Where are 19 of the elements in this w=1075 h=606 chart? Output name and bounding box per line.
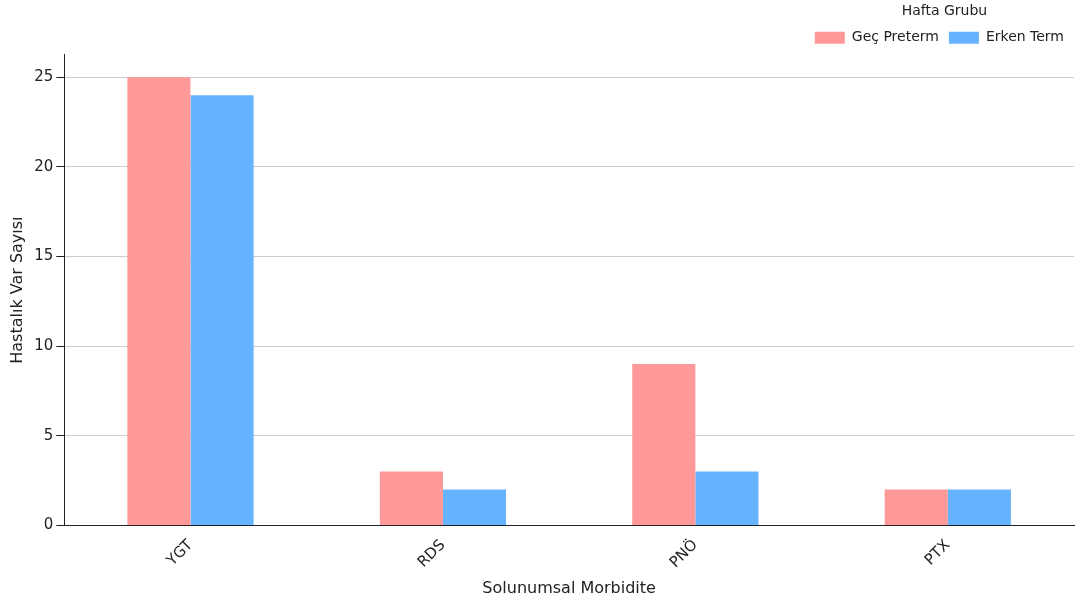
x-axis-title: Solunumsal Morbidite bbox=[482, 577, 656, 597]
legend-label: Geç Preterm bbox=[851, 28, 939, 45]
bar bbox=[695, 471, 759, 525]
y-tick-label: 0 bbox=[43, 515, 54, 534]
y-tick-label: 10 bbox=[34, 336, 54, 355]
bar bbox=[884, 489, 948, 525]
y-tick-label: 15 bbox=[34, 246, 54, 265]
bar bbox=[127, 77, 191, 525]
y-tick-label: 5 bbox=[43, 425, 54, 444]
y-tick-label: 25 bbox=[34, 67, 54, 86]
bar bbox=[190, 95, 254, 525]
legend-label: Erken Term bbox=[985, 28, 1065, 45]
y-tick-label: 20 bbox=[34, 156, 54, 175]
bar bbox=[947, 489, 1011, 525]
legend-title: Hafta Grubu bbox=[901, 1, 988, 18]
bar bbox=[442, 489, 507, 525]
bar bbox=[379, 471, 443, 525]
bar bbox=[632, 364, 696, 525]
y-axis-title: Hastalık Var Sayısı bbox=[6, 216, 26, 364]
